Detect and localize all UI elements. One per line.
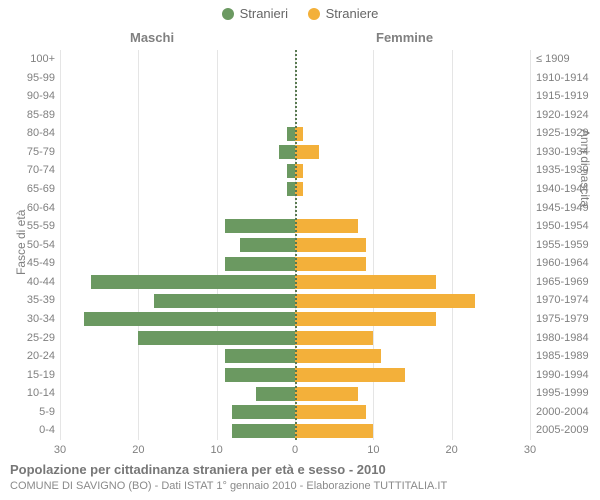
birth-year-label: 1995-1999: [536, 384, 596, 403]
legend: Stranieri Straniere: [0, 6, 600, 23]
x-tick-label: 10: [367, 444, 379, 456]
age-label: 10-14: [0, 384, 55, 403]
bar-male: [91, 275, 295, 289]
legend-swatch-male: [222, 8, 234, 20]
bar-male: [287, 164, 295, 178]
age-label: 25-29: [0, 329, 55, 348]
age-label: 95-99: [0, 69, 55, 88]
bar-female: [295, 349, 381, 363]
birth-year-label: 1940-1944: [536, 180, 596, 199]
birth-year-label: 1990-1994: [536, 366, 596, 385]
legend-label-male: Stranieri: [240, 6, 288, 21]
birth-year-label: 1930-1934: [536, 143, 596, 162]
legend-label-female: Straniere: [326, 6, 379, 21]
birth-year-label: 1915-1919: [536, 87, 596, 106]
grid-line: [530, 50, 531, 440]
bar-male: [154, 294, 295, 308]
bar-male: [225, 219, 296, 233]
birth-year-label: ≤ 1909: [536, 50, 596, 69]
bar-female: [295, 294, 475, 308]
age-label: 100+: [0, 50, 55, 69]
age-label: 75-79: [0, 143, 55, 162]
bar-male: [232, 424, 295, 438]
bar-male: [287, 127, 295, 141]
legend-item-female: Straniere: [308, 6, 379, 21]
chart-title: Popolazione per cittadinanza straniera p…: [10, 462, 386, 477]
bar-female: [295, 405, 366, 419]
bar-female: [295, 387, 358, 401]
bar-male: [287, 182, 295, 196]
x-tick-label: 0: [292, 444, 298, 456]
age-label: 45-49: [0, 254, 55, 273]
birth-year-label: 1975-1979: [536, 310, 596, 329]
bar-female: [295, 275, 436, 289]
age-label: 5-9: [0, 403, 55, 422]
bar-male: [225, 368, 296, 382]
birth-year-label: 1960-1964: [536, 254, 596, 273]
birth-year-label: 1965-1969: [536, 273, 596, 292]
bar-male: [138, 331, 295, 345]
legend-item-male: Stranieri: [222, 6, 288, 21]
age-label: 40-44: [0, 273, 55, 292]
age-label: 65-69: [0, 180, 55, 199]
birth-year-label: 1945-1949: [536, 199, 596, 218]
age-label: 55-59: [0, 217, 55, 236]
x-tick-label: 20: [132, 444, 144, 456]
bar-male: [84, 312, 296, 326]
age-label: 20-24: [0, 347, 55, 366]
bar-female: [295, 238, 366, 252]
birth-year-label: 1955-1959: [536, 236, 596, 255]
x-tick-label: 30: [54, 444, 66, 456]
birth-year-label: 1950-1954: [536, 217, 596, 236]
age-label: 85-89: [0, 106, 55, 125]
bar-female: [295, 424, 373, 438]
bar-female: [295, 331, 373, 345]
column-header-male: Maschi: [130, 30, 174, 45]
bar-female: [295, 145, 319, 159]
bar-female: [295, 368, 405, 382]
age-label: 15-19: [0, 366, 55, 385]
birth-year-label: 1920-1924: [536, 106, 596, 125]
column-header-female: Femmine: [376, 30, 433, 45]
birth-year-label: 1935-1939: [536, 161, 596, 180]
bar-female: [295, 219, 358, 233]
bar-male: [232, 405, 295, 419]
bar-male: [240, 238, 295, 252]
center-axis-line: [295, 50, 297, 440]
birth-year-label: 2000-2004: [536, 403, 596, 422]
bar-male: [256, 387, 295, 401]
age-label: 35-39: [0, 291, 55, 310]
birth-year-label: 1980-1984: [536, 329, 596, 348]
x-tick-label: 30: [524, 444, 536, 456]
age-label: 30-34: [0, 310, 55, 329]
x-tick-label: 20: [446, 444, 458, 456]
plot-area: [60, 50, 530, 440]
birth-year-label: 2005-2009: [536, 421, 596, 440]
bar-female: [295, 312, 436, 326]
bar-male: [279, 145, 295, 159]
birth-year-label: 1925-1929: [536, 124, 596, 143]
legend-swatch-female: [308, 8, 320, 20]
age-label: 60-64: [0, 199, 55, 218]
age-label: 70-74: [0, 161, 55, 180]
chart-subtitle: COMUNE DI SAVIGNO (BO) - Dati ISTAT 1° g…: [10, 480, 447, 492]
birth-year-label: 1970-1974: [536, 291, 596, 310]
age-label: 90-94: [0, 87, 55, 106]
age-label: 50-54: [0, 236, 55, 255]
birth-year-label: 1985-1989: [536, 347, 596, 366]
birth-year-label: 1910-1914: [536, 69, 596, 88]
age-label: 0-4: [0, 421, 55, 440]
bar-male: [225, 257, 296, 271]
x-tick-label: 10: [211, 444, 223, 456]
bar-female: [295, 257, 366, 271]
population-pyramid-chart: Stranieri Straniere Maschi Femmine Fasce…: [0, 0, 600, 500]
bar-male: [225, 349, 296, 363]
age-label: 80-84: [0, 124, 55, 143]
